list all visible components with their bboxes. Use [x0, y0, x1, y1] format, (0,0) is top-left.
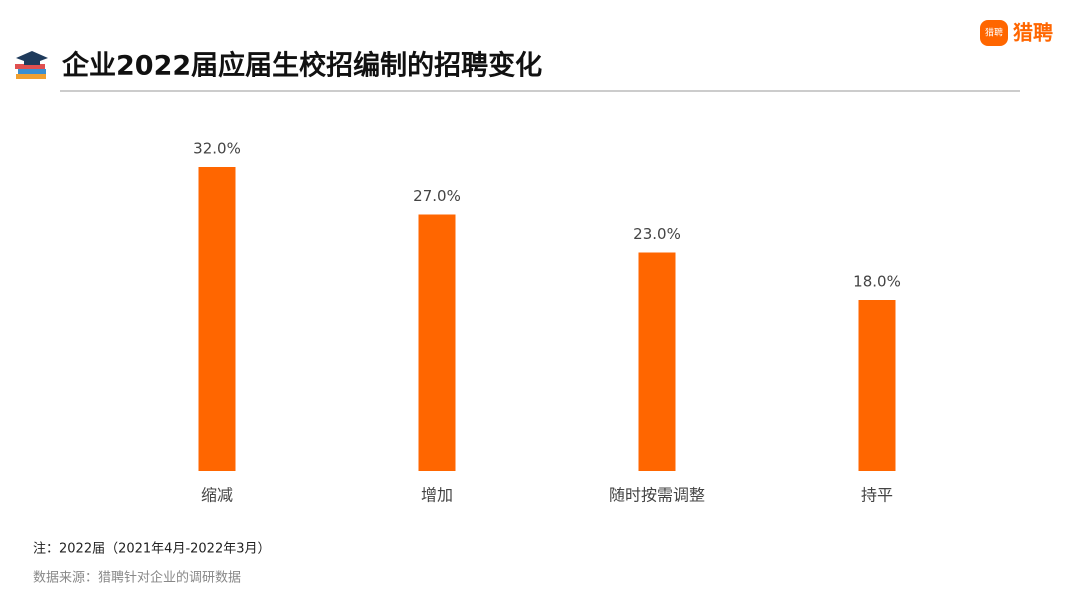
x-tick-label: 持平	[861, 486, 893, 505]
logo-text: 猎聘	[1013, 21, 1053, 45]
x-tick-label: 增加	[421, 486, 453, 505]
logo-icon-text: 猎聘	[985, 27, 1003, 39]
logo: 猎聘 猎聘	[980, 20, 1053, 46]
x-tick-label: 随时按需调整	[609, 486, 705, 505]
bar	[418, 214, 456, 471]
source: 数据来源：猎聘针对企业的调研数据	[33, 570, 241, 586]
bar	[638, 252, 676, 471]
value-label: 18.0%	[853, 273, 901, 291]
title-icon	[15, 51, 48, 79]
bar	[198, 167, 236, 471]
x-tick-label: 缩减	[201, 486, 233, 505]
value-label: 23.0%	[633, 225, 681, 243]
value-label: 27.0%	[413, 187, 461, 205]
value-label: 32.0%	[193, 140, 241, 158]
bar	[858, 300, 896, 471]
note: 注：2022届（2021年4月-2022年3月）	[33, 542, 271, 557]
chart-title: 企业2022届应届生校招编制的招聘变化	[62, 50, 542, 82]
